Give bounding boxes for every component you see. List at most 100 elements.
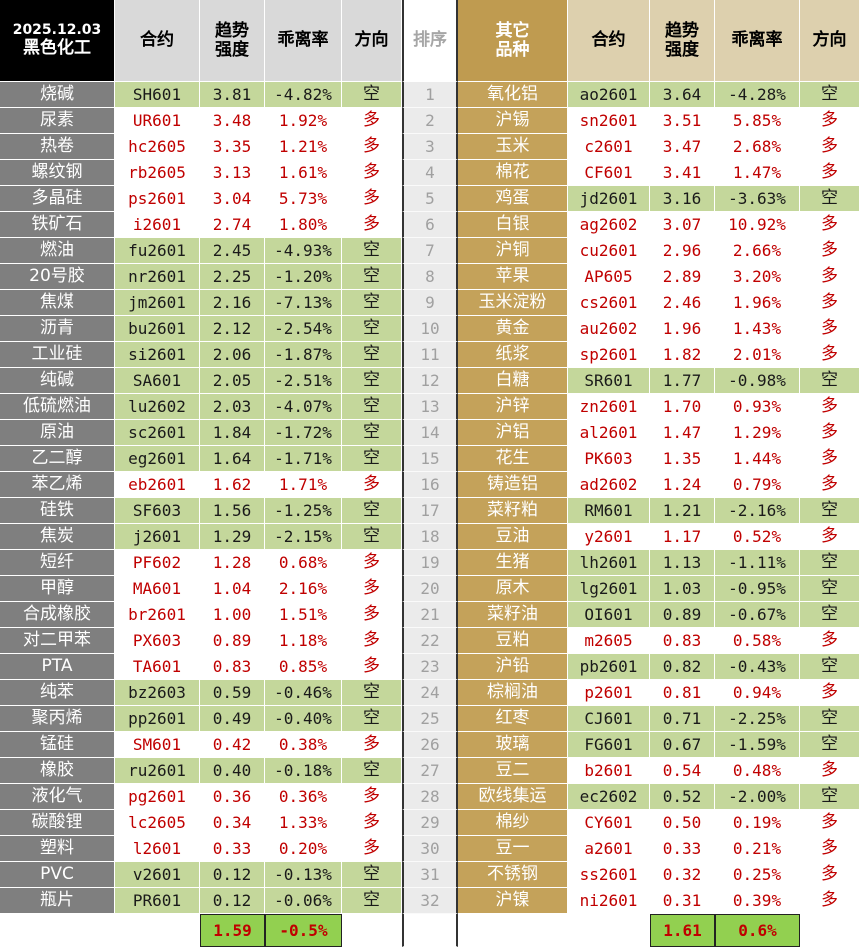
rank: 14 <box>402 420 458 446</box>
commodity-name: PVC <box>0 862 115 888</box>
trend-strength: 1.96 <box>650 316 715 342</box>
contract-code: v2601 <box>115 862 200 888</box>
contract-code: bz2603 <box>115 680 200 706</box>
commodity-name: 碳酸锂 <box>0 810 115 836</box>
commodity-name: 短纤 <box>0 550 115 576</box>
contract-code: CJ601 <box>568 706 650 732</box>
strength-header-line: 趋势 <box>665 20 699 41</box>
trend-strength: 1.28 <box>200 550 265 576</box>
trend-strength: 0.36 <box>200 784 265 810</box>
commodity-name: 乙二醇 <box>0 446 115 472</box>
deviation-rate: -0.98% <box>715 368 800 394</box>
commodity-name: 原木 <box>458 576 568 602</box>
trend-strength: 0.40 <box>200 758 265 784</box>
commodity-name: 苹果 <box>458 264 568 290</box>
commodity-name: 欧线集运 <box>458 784 568 810</box>
rank: 12 <box>402 368 458 394</box>
direction: 多 <box>800 316 860 342</box>
contract-code: SR601 <box>568 368 650 394</box>
rank: 17 <box>402 498 458 524</box>
contract-code: pb2601 <box>568 654 650 680</box>
footer-blank <box>800 914 860 947</box>
commodity-name: 玻璃 <box>458 732 568 758</box>
footer-blank <box>342 914 402 947</box>
contract-code: nr2601 <box>115 264 200 290</box>
deviation-rate: -4.28% <box>715 82 800 108</box>
commodity-name: 塑料 <box>0 836 115 862</box>
contract-code: al2601 <box>568 420 650 446</box>
deviation-rate: 0.93% <box>715 394 800 420</box>
direction: 多 <box>800 290 860 316</box>
deviation-rate: 5.85% <box>715 108 800 134</box>
contract-code: au2602 <box>568 316 650 342</box>
contract-code: OI601 <box>568 602 650 628</box>
rank: 18 <box>402 524 458 550</box>
direction: 多 <box>800 264 860 290</box>
direction: 多 <box>342 134 402 160</box>
deviation-rate: 0.48% <box>715 758 800 784</box>
deviation-rate: -1.11% <box>715 550 800 576</box>
commodity-name: 铁矿石 <box>0 212 115 238</box>
contract-code: rb2605 <box>115 160 200 186</box>
direction: 空 <box>342 888 402 914</box>
direction: 空 <box>342 290 402 316</box>
commodity-name: 液化气 <box>0 784 115 810</box>
contract-code: PF602 <box>115 550 200 576</box>
contract-code: m2605 <box>568 628 650 654</box>
trend-strength: 2.46 <box>650 290 715 316</box>
direction: 多 <box>800 758 860 784</box>
direction: 多 <box>800 446 860 472</box>
commodity-name: 豆二 <box>458 758 568 784</box>
commodity-name: 对二甲苯 <box>0 628 115 654</box>
deviation-rate: 10.92% <box>715 212 800 238</box>
deviation-rate: 1.33% <box>265 810 342 836</box>
trend-strength: 0.33 <box>200 836 265 862</box>
strength-header-line: 强度 <box>215 39 249 60</box>
rank: 5 <box>402 186 458 212</box>
trend-strength: 2.03 <box>200 394 265 420</box>
contract-code: lg2601 <box>568 576 650 602</box>
deviation-rate: -4.93% <box>265 238 342 264</box>
commodity-name: 豆油 <box>458 524 568 550</box>
deviation-rate: 2.68% <box>715 134 800 160</box>
direction: 空 <box>342 680 402 706</box>
direction: 多 <box>342 186 402 212</box>
contract-code: SH601 <box>115 82 200 108</box>
trend-strength: 1.21 <box>650 498 715 524</box>
direction: 空 <box>342 264 402 290</box>
direction: 多 <box>342 108 402 134</box>
commodity-name: 生猪 <box>458 550 568 576</box>
deviation-rate: 1.43% <box>715 316 800 342</box>
rank: 25 <box>402 706 458 732</box>
commodity-name: 合成橡胶 <box>0 602 115 628</box>
deviation-rate: 0.21% <box>715 836 800 862</box>
direction: 多 <box>342 576 402 602</box>
contract-code: lh2601 <box>568 550 650 576</box>
trend-strength: 3.16 <box>650 186 715 212</box>
commodity-name: 棉花 <box>458 160 568 186</box>
commodity-name: 焦炭 <box>0 524 115 550</box>
contract-code: lu2602 <box>115 394 200 420</box>
direction: 多 <box>800 160 860 186</box>
trend-strength: 0.12 <box>200 888 265 914</box>
deviation-rate: -3.63% <box>715 186 800 212</box>
trend-strength: 1.47 <box>650 420 715 446</box>
trend-strength: 1.62 <box>200 472 265 498</box>
commodity-name: PTA <box>0 654 115 680</box>
rank: 20 <box>402 576 458 602</box>
trend-strength: 2.06 <box>200 342 265 368</box>
commodity-name: 花生 <box>458 446 568 472</box>
trend-strength: 3.47 <box>650 134 715 160</box>
direction: 多 <box>342 784 402 810</box>
rank: 26 <box>402 732 458 758</box>
direction: 多 <box>800 836 860 862</box>
deviation-rate: 0.68% <box>265 550 342 576</box>
trend-strength: 3.48 <box>200 108 265 134</box>
strength-header: 趋势 强度 <box>200 0 265 82</box>
direction: 多 <box>342 654 402 680</box>
trend-strength: 0.33 <box>650 836 715 862</box>
rank: 3 <box>402 134 458 160</box>
direction: 多 <box>342 836 402 862</box>
direction: 空 <box>800 732 860 758</box>
